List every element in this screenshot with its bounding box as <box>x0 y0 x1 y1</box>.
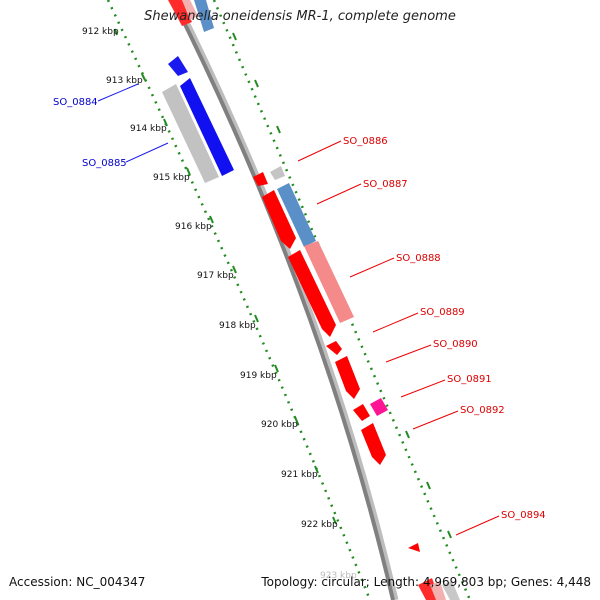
gene-label-so-0891: SO_0891 <box>447 374 492 385</box>
gene-bottom-pink <box>430 581 446 600</box>
gene-so-0888-pink <box>304 241 354 323</box>
position-label: 918 kbp <box>219 321 256 331</box>
track-boundary-inner <box>106 0 372 600</box>
position-label: 917 kbp <box>197 271 234 281</box>
gene-so-0886-red <box>253 172 268 186</box>
position-label: 920 kbp <box>261 420 298 430</box>
gene-so-0889 <box>326 341 342 355</box>
gene-label-so-0889: SO_0889 <box>420 307 465 318</box>
backbone <box>171 0 395 600</box>
gene-so-0894 <box>408 543 420 552</box>
gene-bottom-grey <box>442 581 460 600</box>
gene-label-so-0884: SO_0884 <box>53 97 98 108</box>
gene-so-0888-red <box>288 250 336 337</box>
gene-so-0884 <box>168 56 188 76</box>
position-label: 912 kbp <box>82 27 119 37</box>
position-label: 916 kbp <box>175 222 212 232</box>
accession-text: Accession: NC_004347 <box>9 575 146 589</box>
position-label: 921 kbp <box>281 470 318 480</box>
position-labels: 912 kbp 913 kbp 914 kbp 915 kbp 916 kbp … <box>82 27 357 581</box>
position-label: 913 kbp <box>106 76 143 86</box>
gene-so-0887-steelblue <box>277 183 316 247</box>
gene-label-so-0888: SO_0888 <box>396 253 441 264</box>
forward-label-lines <box>297 140 500 536</box>
backbone-shadow <box>171 0 399 600</box>
gene-label-so-0886: SO_0886 <box>343 136 388 147</box>
position-label: 922 kbp <box>301 520 338 530</box>
gene-top-red <box>168 0 192 26</box>
gene-label-so-0885: SO_0885 <box>82 158 127 169</box>
gene-label-so-0887: SO_0887 <box>363 179 408 190</box>
gene-so-0886-grey <box>270 166 285 180</box>
gene-so-0891 <box>353 404 370 421</box>
position-label: 915 kbp <box>153 173 190 183</box>
gene-top-pink <box>182 0 198 20</box>
position-label: 914 kbp <box>130 124 167 134</box>
map-title: Shewanella oneidensis MR-1, complete gen… <box>144 9 456 24</box>
gene-so-0885-grey <box>162 84 219 183</box>
gene-so-0891-magenta <box>370 398 388 416</box>
genome-summary-text: Topology: circular; Length: 4,969,803 bp… <box>261 575 591 589</box>
gene-label-so-0894: SO_0894 <box>501 510 546 521</box>
gene-labels: SO_0884 SO_0885 SO_0886 SO_0887 SO_0888 … <box>53 97 546 521</box>
gene-so-0885 <box>180 78 234 176</box>
position-label: 923 kbp <box>320 571 357 581</box>
gene-label-so-0890: SO_0890 <box>433 339 478 350</box>
gene-label-so-0892: SO_0892 <box>460 405 505 416</box>
gene-so-0890 <box>335 356 360 399</box>
major-ticks <box>114 28 337 525</box>
reverse-label-lines <box>97 83 169 163</box>
position-label: 919 kbp <box>240 371 277 381</box>
gene-so-0887-red <box>262 190 296 249</box>
gene-so-0892 <box>361 423 386 465</box>
gene-top-steelblue <box>194 0 214 32</box>
outer-major-ticks <box>232 32 452 539</box>
